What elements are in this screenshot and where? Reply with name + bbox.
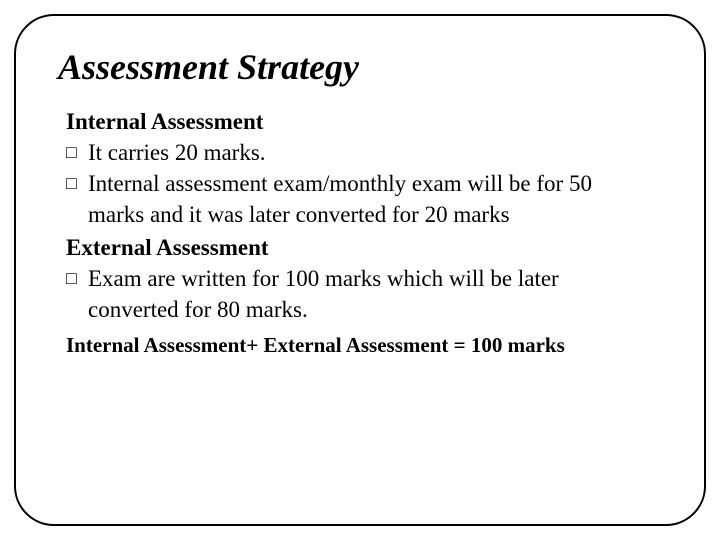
internal-bullet-2-cont: marks and it was later converted for 20 … bbox=[66, 199, 662, 230]
internal-bullet-2: □ Internal assessment exam/monthly exam … bbox=[66, 168, 662, 199]
slide: Assessment Strategy Internal Assessment … bbox=[0, 0, 720, 540]
external-heading: External Assessment bbox=[66, 232, 662, 263]
external-bullet-1: □ Exam are written for 100 marks which w… bbox=[66, 263, 662, 294]
internal-bullet-1: □ It carries 20 marks. bbox=[66, 137, 662, 168]
slide-title: Assessment Strategy bbox=[58, 46, 662, 88]
bullet-text: Internal assessment exam/monthly exam wi… bbox=[88, 168, 662, 199]
external-bullet-1-cont: converted for 80 marks. bbox=[66, 294, 662, 325]
internal-heading: Internal Assessment bbox=[66, 106, 662, 137]
slide-frame: Assessment Strategy Internal Assessment … bbox=[14, 14, 706, 526]
bullet-icon: □ bbox=[66, 263, 88, 293]
slide-body: Internal Assessment □ It carries 20 mark… bbox=[58, 106, 662, 325]
bullet-icon: □ bbox=[66, 168, 88, 198]
summary-line: Internal Assessment+ External Assessment… bbox=[58, 333, 662, 358]
bullet-icon: □ bbox=[66, 137, 88, 167]
bullet-text: Exam are written for 100 marks which wil… bbox=[88, 263, 662, 294]
bullet-text: It carries 20 marks. bbox=[88, 137, 662, 168]
